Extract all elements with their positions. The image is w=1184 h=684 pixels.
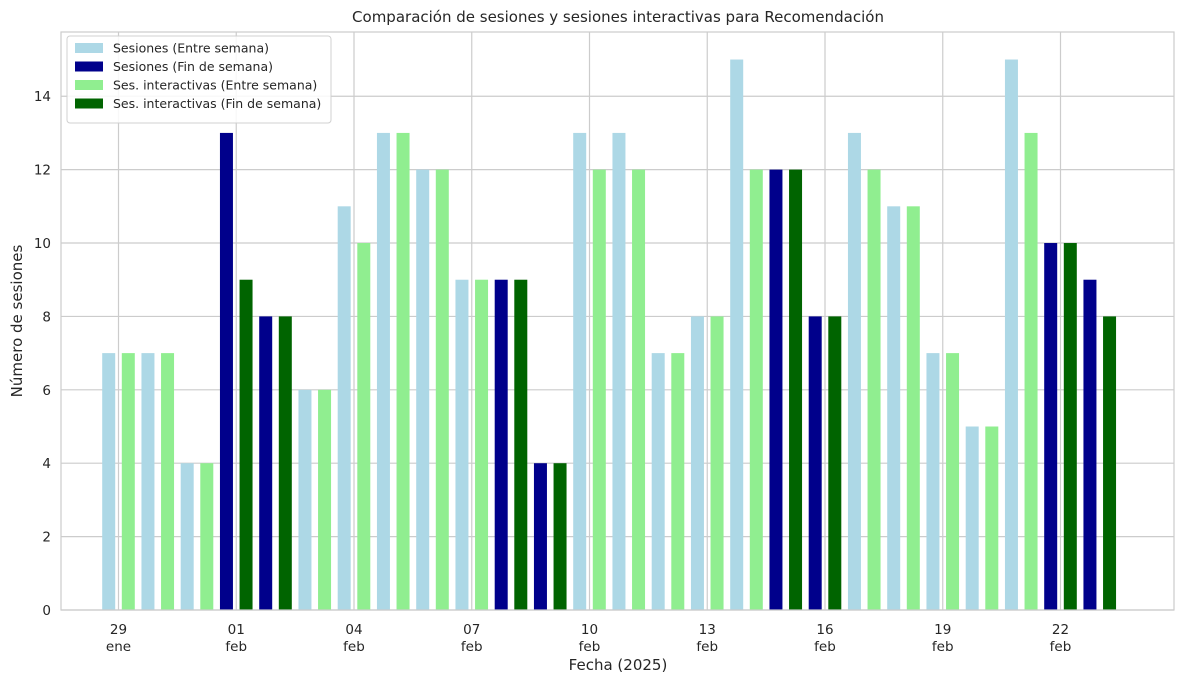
x-tick-day: 10	[581, 622, 598, 638]
chart-title: Comparación de sesiones y sesiones inter…	[352, 8, 884, 26]
x-tick-day: 13	[699, 622, 716, 638]
y-tick-label: 6	[42, 383, 51, 399]
bar-interactive-sessions	[239, 279, 253, 610]
bar-interactive-sessions	[435, 169, 449, 610]
x-axis-label: Fecha (2025)	[569, 656, 668, 674]
x-tick-month: feb	[814, 639, 836, 655]
bar-interactive-sessions	[1063, 243, 1077, 610]
bar-interactive-sessions	[514, 279, 528, 610]
y-tick-label: 14	[34, 89, 51, 105]
bar-interactive-sessions	[121, 353, 135, 610]
legend-label: Sesiones (Entre semana)	[113, 41, 269, 56]
x-tick-month: feb	[696, 639, 718, 655]
x-tick-labels: 29ene01feb04feb07feb10feb13feb16feb19feb…	[106, 622, 1071, 655]
x-tick-month: feb	[225, 639, 247, 655]
bar-sessions	[926, 353, 940, 610]
bar-interactive-sessions	[475, 279, 489, 610]
x-tick-day: 04	[345, 622, 362, 638]
bar-sessions	[494, 279, 508, 610]
x-tick-day: 07	[463, 622, 480, 638]
bar-sessions	[180, 463, 194, 610]
bar-interactive-sessions	[1024, 132, 1038, 610]
bar-sessions	[376, 132, 390, 610]
bar-interactive-sessions	[161, 353, 175, 610]
y-axis-label: Número de sesiones	[8, 245, 26, 398]
bar-sessions	[259, 316, 273, 610]
bar-sessions	[1044, 243, 1058, 610]
legend: Sesiones (Entre semana) Sesiones (Fin de …	[66, 35, 332, 124]
bar-sessions	[887, 206, 901, 611]
legend-swatch	[75, 43, 103, 53]
bar-interactive-sessions	[1103, 316, 1117, 610]
y-tick-label: 8	[42, 309, 51, 325]
bar-interactive-sessions	[749, 169, 763, 610]
x-tick-month: feb	[579, 639, 601, 655]
bar-sessions	[337, 206, 351, 611]
bar-interactive-sessions	[592, 169, 606, 610]
bar-interactive-sessions	[357, 243, 371, 610]
bar-sessions	[298, 389, 312, 610]
bar-interactive-sessions	[671, 353, 685, 610]
bar-sessions	[847, 132, 861, 610]
bar-sessions	[1004, 59, 1018, 611]
bar-sessions	[455, 279, 469, 610]
x-tick-month: feb	[461, 639, 483, 655]
bar-sessions	[416, 169, 430, 610]
y-tick-label: 0	[42, 603, 51, 619]
plot-frame	[60, 31, 1175, 611]
bar-sessions	[1083, 279, 1097, 610]
bar-interactive-sessions	[906, 206, 920, 611]
bar-sessions	[219, 132, 233, 610]
bar-sessions	[651, 353, 665, 610]
bar-interactive-sessions	[318, 389, 332, 610]
legend-swatch	[75, 98, 103, 109]
x-tick-month: feb	[1050, 639, 1072, 655]
bar-interactive-sessions	[828, 316, 842, 610]
bar-interactive-sessions	[200, 463, 214, 610]
bar-interactive-sessions	[946, 353, 960, 610]
bar-interactive-sessions	[396, 132, 410, 610]
x-tick-day: 29	[110, 622, 127, 638]
bar-sessions	[102, 353, 116, 610]
y-tick-labels: 0 2 4 6 8 10 12 14	[34, 89, 51, 619]
legend-swatch	[75, 80, 103, 90]
bar-interactive-sessions	[278, 316, 292, 610]
bar-sessions	[769, 169, 783, 610]
x-tick-day: 22	[1052, 622, 1069, 638]
bar-interactive-sessions	[789, 169, 803, 610]
x-tick-day: 19	[934, 622, 951, 638]
bar-sessions	[730, 59, 744, 611]
legend-label: Sesiones (Fin de semana)	[113, 59, 273, 74]
y-tick-label: 10	[34, 236, 51, 252]
x-tick-month: feb	[343, 639, 365, 655]
legend-label: Ses. interactivas (Fin de semana)	[113, 96, 321, 111]
legend-label: Ses. interactivas (Entre semana)	[113, 78, 317, 93]
x-tick-day: 01	[228, 622, 245, 638]
y-tick-label: 4	[42, 456, 51, 472]
bar-sessions	[533, 463, 547, 610]
y-tick-label: 2	[42, 530, 51, 546]
bar-sessions	[965, 426, 979, 610]
y-tick-label: 12	[34, 163, 51, 179]
legend-box	[66, 35, 332, 124]
bar-sessions	[808, 316, 822, 610]
x-tick-month: feb	[932, 639, 954, 655]
x-tick-day: 16	[816, 622, 833, 638]
legend-swatch	[75, 61, 103, 72]
bar-sessions	[573, 132, 587, 610]
bar-interactive-sessions	[985, 426, 999, 610]
bar-sessions	[690, 316, 704, 610]
bar-sessions	[141, 353, 155, 610]
x-tick-month: ene	[106, 639, 131, 655]
bar-interactive-sessions	[632, 169, 646, 610]
bar-interactive-sessions	[867, 169, 881, 610]
bar-sessions	[612, 132, 626, 610]
bar-interactive-sessions	[710, 316, 724, 610]
bar-interactive-sessions	[553, 463, 567, 610]
bars	[102, 59, 1117, 611]
